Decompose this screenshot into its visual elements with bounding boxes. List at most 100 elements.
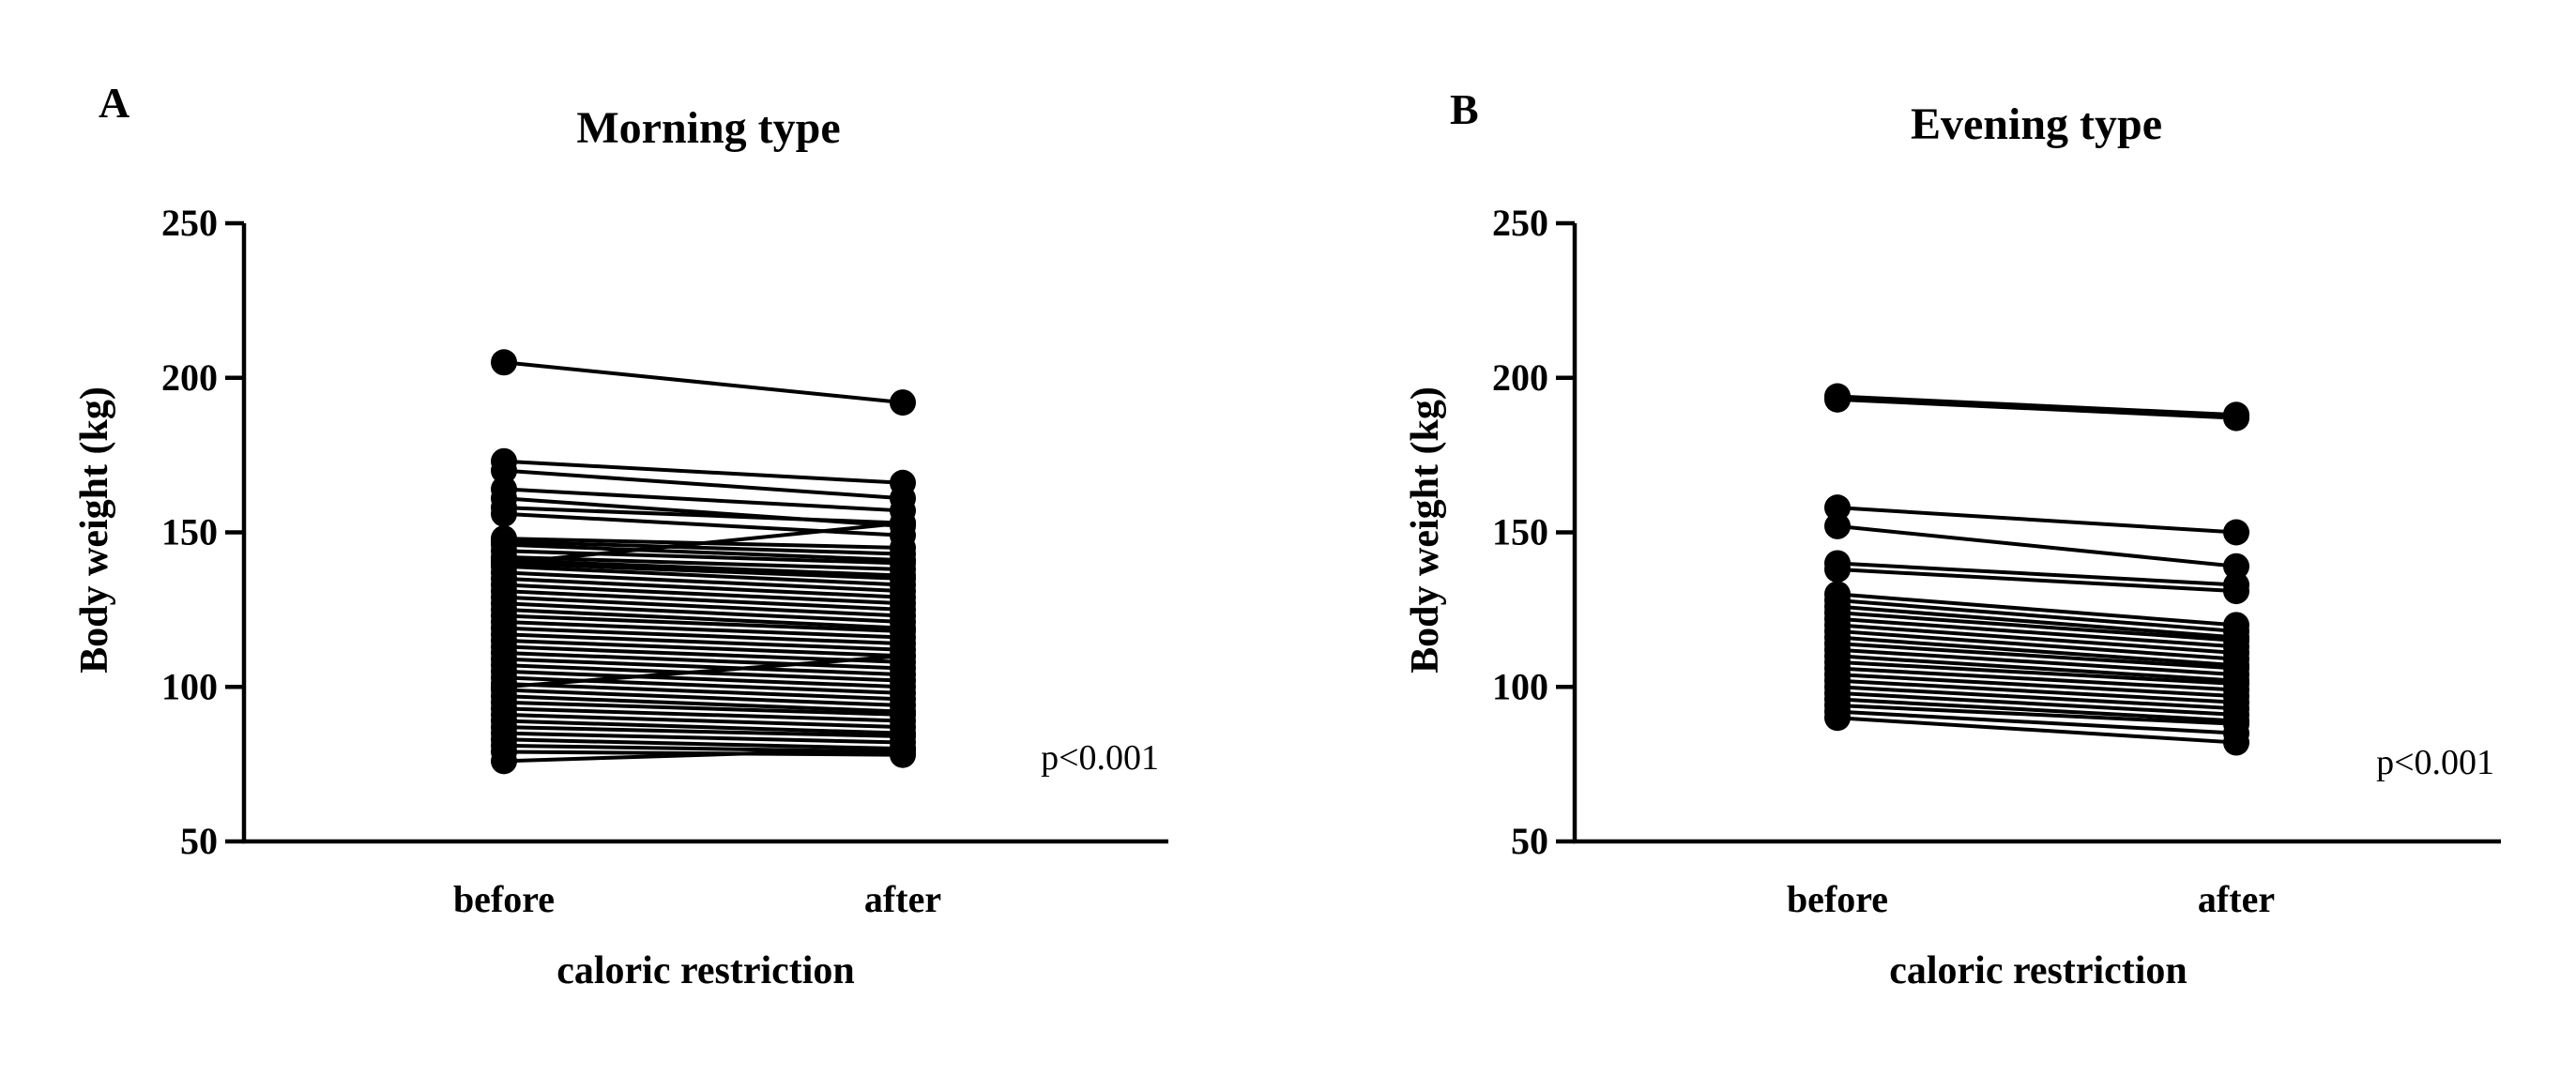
- pair-line: [1837, 635, 2237, 668]
- x-tick-label-before: before: [1787, 878, 1888, 920]
- chart-panel-b: B Evening type 50 100 150 200 250 before afte…: [1404, 85, 2501, 992]
- point-before: [491, 550, 517, 577]
- y-tick-label: 50: [1511, 820, 1548, 862]
- pair-line: [1837, 561, 2237, 587]
- pair-line: [503, 654, 904, 689]
- pair-line: [1837, 666, 2237, 692]
- x-axis-ticks: before after: [1787, 878, 2275, 920]
- pair-line: [503, 542, 904, 563]
- y-tick-label: 100: [1492, 665, 1548, 707]
- pair-line: [1837, 673, 2237, 699]
- p-value-annotation: p<0.001: [2376, 743, 2494, 782]
- pair-line: [1837, 697, 2237, 723]
- y-axis-ticks: 50 100 150 200 250: [161, 202, 244, 862]
- subject-pair: [491, 509, 916, 577]
- subject-pair: [1824, 383, 2249, 429]
- pair-line: [503, 688, 904, 708]
- pair-line: [1837, 659, 2237, 686]
- point-before: [491, 748, 517, 775]
- pair-line: [1837, 506, 2237, 535]
- y-tick-label: 150: [161, 511, 218, 553]
- pair-line: [503, 511, 904, 538]
- y-tick-label: 100: [161, 665, 218, 707]
- pair-line: [1837, 654, 2237, 683]
- pair-line: [503, 669, 904, 689]
- subject-pair: [1824, 550, 2249, 598]
- subject-pair: [1824, 704, 2249, 756]
- point-after: [890, 643, 916, 670]
- subject-pair: [491, 447, 916, 496]
- point-after: [2223, 553, 2249, 580]
- pair-line: [503, 589, 904, 612]
- pair-line: [503, 539, 904, 556]
- point-before: [491, 349, 517, 376]
- pair-line: [503, 554, 904, 572]
- x-axis-ticks: before after: [453, 878, 941, 920]
- pair-line: [1837, 678, 2237, 704]
- y-tick-label: 50: [180, 820, 218, 862]
- x-tick-label-before: before: [453, 878, 555, 920]
- x-axis-label: caloric restriction: [556, 949, 855, 992]
- pair-line: [1837, 604, 2237, 640]
- x-axis-label: caloric restriction: [1889, 949, 2187, 992]
- pair-line: [1837, 616, 2237, 649]
- pair-line: [1837, 704, 2237, 726]
- pair-line: [503, 694, 904, 714]
- pair-line: [503, 576, 904, 599]
- point-after: [2223, 519, 2249, 546]
- pair-line: [503, 737, 904, 751]
- pair-line: [503, 620, 904, 640]
- point-after: [890, 389, 916, 416]
- y-tick-label: 250: [1492, 202, 1548, 244]
- subject-pair: [1824, 386, 2249, 432]
- point-after: [2223, 729, 2249, 756]
- y-tick-label: 150: [1492, 511, 1548, 553]
- subject-pair: [1824, 494, 2249, 546]
- pair-line: [1837, 397, 2237, 420]
- pair-line: [1837, 598, 2237, 633]
- point-before: [491, 500, 517, 527]
- point-before: [1824, 704, 1851, 732]
- pair-line: [1837, 628, 2237, 661]
- chart-panel-a: A Morning type 50 100 150 200 250 before afte…: [73, 79, 1168, 992]
- y-tick-label: 200: [161, 356, 218, 399]
- pair-line: [503, 549, 904, 566]
- chart-title: Morning type: [576, 103, 840, 153]
- pair-line: [503, 712, 904, 730]
- panel-letter: A: [99, 79, 130, 127]
- subject-pair: [1824, 556, 2249, 605]
- paired-data: [1824, 383, 2249, 756]
- pair-line: [1837, 394, 2237, 417]
- pair-line: [1837, 592, 2237, 628]
- pair-line: [503, 521, 904, 566]
- pair-line: [503, 719, 904, 735]
- pair-line: [503, 487, 904, 513]
- panel-letter: B: [1450, 85, 1479, 133]
- chart-title: Evening type: [1911, 99, 2162, 149]
- pair-line: [503, 583, 904, 606]
- y-axis-label: Body weight (kg): [1404, 386, 1447, 674]
- pair-line: [1837, 523, 2237, 568]
- pair-line: [503, 700, 904, 717]
- point-after: [890, 509, 916, 537]
- point-after: [890, 735, 916, 763]
- pair-line: [503, 601, 904, 625]
- y-axis-ticks: 50 100 150 200 250: [1492, 202, 1575, 862]
- pair-line: [1837, 647, 2237, 677]
- x-tick-label-after: after: [864, 878, 941, 920]
- point-before: [1824, 512, 1851, 539]
- point-before: [1824, 494, 1851, 522]
- pair-line: [503, 360, 904, 405]
- pair-line: [503, 706, 904, 723]
- pair-line: [1837, 716, 2237, 745]
- subject-pair: [1824, 512, 2249, 580]
- pair-line: [503, 657, 904, 677]
- pair-line: [503, 651, 904, 671]
- pair-line: [503, 459, 904, 485]
- pair-line: [503, 725, 904, 738]
- subject-pair: [491, 349, 916, 416]
- pair-line: [503, 595, 904, 618]
- point-after: [2223, 578, 2249, 605]
- point-after: [2223, 404, 2249, 432]
